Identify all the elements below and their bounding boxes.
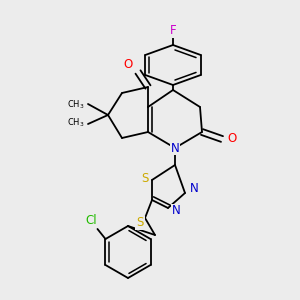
Text: N: N xyxy=(190,182,198,194)
Text: S: S xyxy=(136,217,144,230)
Text: O: O xyxy=(227,133,237,146)
Text: N: N xyxy=(172,205,180,218)
Text: F: F xyxy=(170,25,176,38)
Text: CH$_3$: CH$_3$ xyxy=(68,99,85,111)
Text: CH$_3$: CH$_3$ xyxy=(68,117,85,129)
Text: N: N xyxy=(171,142,179,154)
Text: O: O xyxy=(123,58,133,70)
Text: Cl: Cl xyxy=(86,214,97,227)
Text: S: S xyxy=(141,172,149,184)
